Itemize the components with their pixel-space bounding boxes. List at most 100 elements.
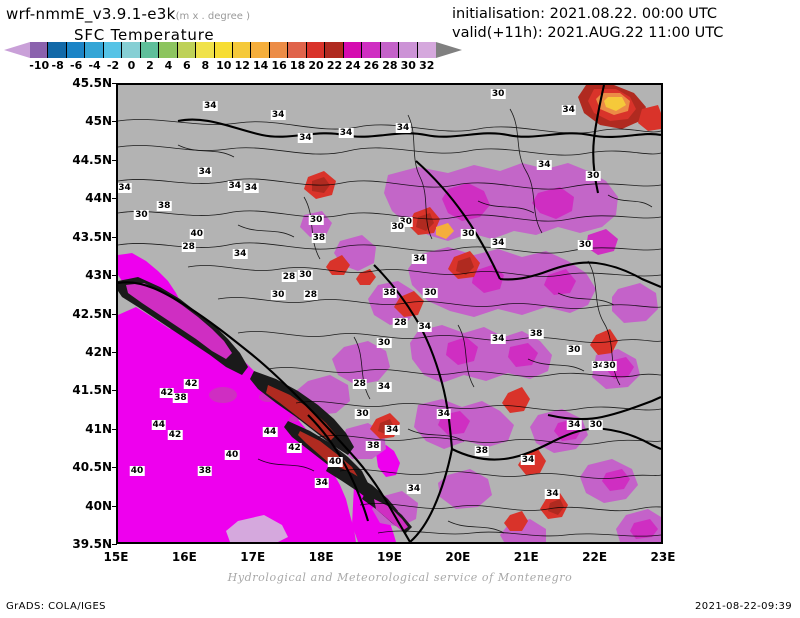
colorbar-swatch-2 [66,42,86,58]
contour-label: 34 [314,477,329,488]
contour-label: 30 [585,171,601,182]
colorbar-swatch-9 [196,42,215,58]
contour-label: 34 [561,105,576,116]
service-credit: Hydrological and Meteorological service … [227,571,573,584]
colorbar-swatches [30,42,436,58]
model-units-text: (m x . degree ) [175,11,251,22]
contour-label: 34 [566,420,582,431]
contour-label: 34 [490,237,506,248]
latitude-label-0: 45.5N [72,76,112,90]
colorbar-tick-4: -2 [106,59,120,72]
contour-label: 38 [311,233,327,244]
contour-label: 34 [197,166,213,177]
longitude-label-7: 22E [582,550,608,564]
colorbar-swatch-5 [122,42,141,58]
colorbar-swatch-6 [140,42,160,58]
colorbar-swatch-11 [232,42,252,58]
contour-label: 30 [588,420,604,431]
colorbar-swatch-4 [103,42,123,58]
colorbar-swatch-0 [30,42,49,58]
contour-label: 34 [406,484,422,495]
contour-label: 42 [184,379,199,390]
contour-label: 42 [167,429,183,440]
contour-label: 38 [382,287,397,298]
colorbar-swatch-21 [417,42,436,58]
contour-label: 28 [393,317,408,328]
colorbar-tick-17: 24 [345,59,361,72]
colorbar-tick-6: 2 [146,59,154,72]
colorbar-under-arrow-icon [4,42,30,58]
longitude-label-3: 18E [308,550,334,564]
contour-label: 34 [243,182,259,193]
contour-label: 34 [395,123,411,134]
colorbar-tick-1: -8 [51,59,64,72]
colorbar-tick-10: 10 [216,59,232,72]
colorbar-swatch-7 [159,42,178,58]
contour-label: 34 [338,127,354,138]
latitude-tick-12 [112,544,117,545]
longitude-label-0: 15E [103,550,129,564]
latitude-axis: 45.5N 45N 44.5N 44N 43.5N 43N 42.5N 42N 41.5N 41N… [56,76,117,551]
contour-label: 34 [298,132,313,143]
colorbar-tick-12: 14 [253,59,269,72]
contour-label: 34 [118,182,132,193]
contour-label: 28 [303,290,319,301]
latitude-tick-4 [112,236,117,238]
contour-label: 30 [398,217,414,228]
valid-time-line: valid(+11h): 2021.AUG.22 11:00 UTC [452,25,724,41]
run-info-block: initialisation: 2021.08.22. 00:00 UTC va… [452,5,723,43]
latitude-tick-1 [112,121,117,123]
contour-label: 34 [412,253,427,264]
latitude-label-5: 43N [85,268,112,283]
latitude-label-9: 41N [85,421,112,436]
colorbar-swatch-18 [362,42,381,58]
latitude-label-8: 41.5N [72,383,112,398]
colorbar-tick-20: 30 [400,59,416,72]
contour-label: 40 [224,450,240,461]
contour-label: 38 [365,441,381,452]
colorbar-tick-7: 4 [164,59,173,72]
contour-label: 34 [417,322,433,333]
contour-label: 34 [270,109,286,120]
contour-label: 34 [203,100,218,111]
contour-label: 42 [159,388,175,399]
contour-label: 34 [232,249,248,260]
contour-label: 30 [390,221,405,232]
colorbar-swatch-17 [343,42,363,58]
contour-label: 38 [528,329,544,340]
contour-label: 30 [376,338,392,349]
latitude-tick-3 [112,198,117,200]
contour-label: 30 [270,290,286,301]
latitude-label-4: 43.5N [72,229,112,244]
colorbar-tick-18: 26 [363,59,380,72]
colorbar-tick-14: 18 [289,59,306,72]
latitude-tick-7 [112,351,117,353]
contour-label: 38 [173,393,188,404]
latitude-label-10: 40.5N [72,460,112,475]
model-title: wrf-nmmE_v3.9.1-e3k(m x . degree ) [6,5,250,23]
latitude-label-2: 44.5N [72,152,112,167]
longitude-label-6: 21E [513,550,539,564]
colorbar-swatch-19 [380,42,400,58]
colorbar: -10 -8 -6 -4 -2 0 2 4 6 8 10 12 14 16 18 20 22 24 26 28 30 32 [4,42,462,72]
generation-timestamp: 2021-08-22-09:39 [695,601,792,612]
violet-patches [296,163,661,542]
field-subtitle: SFC Temperature [74,26,215,44]
contour-label: 34 [591,361,606,372]
colorbar-swatch-12 [251,42,270,58]
latitude-label-7: 42N [85,344,112,359]
contour-label: 28 [352,379,367,390]
contour-label: 34 [536,159,552,170]
contour-label: 34 [436,409,452,420]
contour-label: 30 [602,361,617,372]
map-canvas [118,85,661,542]
colorbar-swatch-13 [269,42,289,58]
longitude-axis: 15E 16E 17E 18E 19E 20E 21E 22E 23E [104,548,676,566]
contour-label: 34 [227,180,242,191]
longitude-label-5: 20E [445,550,471,564]
colorbar-tick-2: -6 [70,59,83,72]
latitude-tick-2 [112,159,117,161]
contour-label: 28 [181,242,196,253]
contour-label: 34 [545,489,560,499]
colorbar-tick-11: 12 [234,59,250,72]
